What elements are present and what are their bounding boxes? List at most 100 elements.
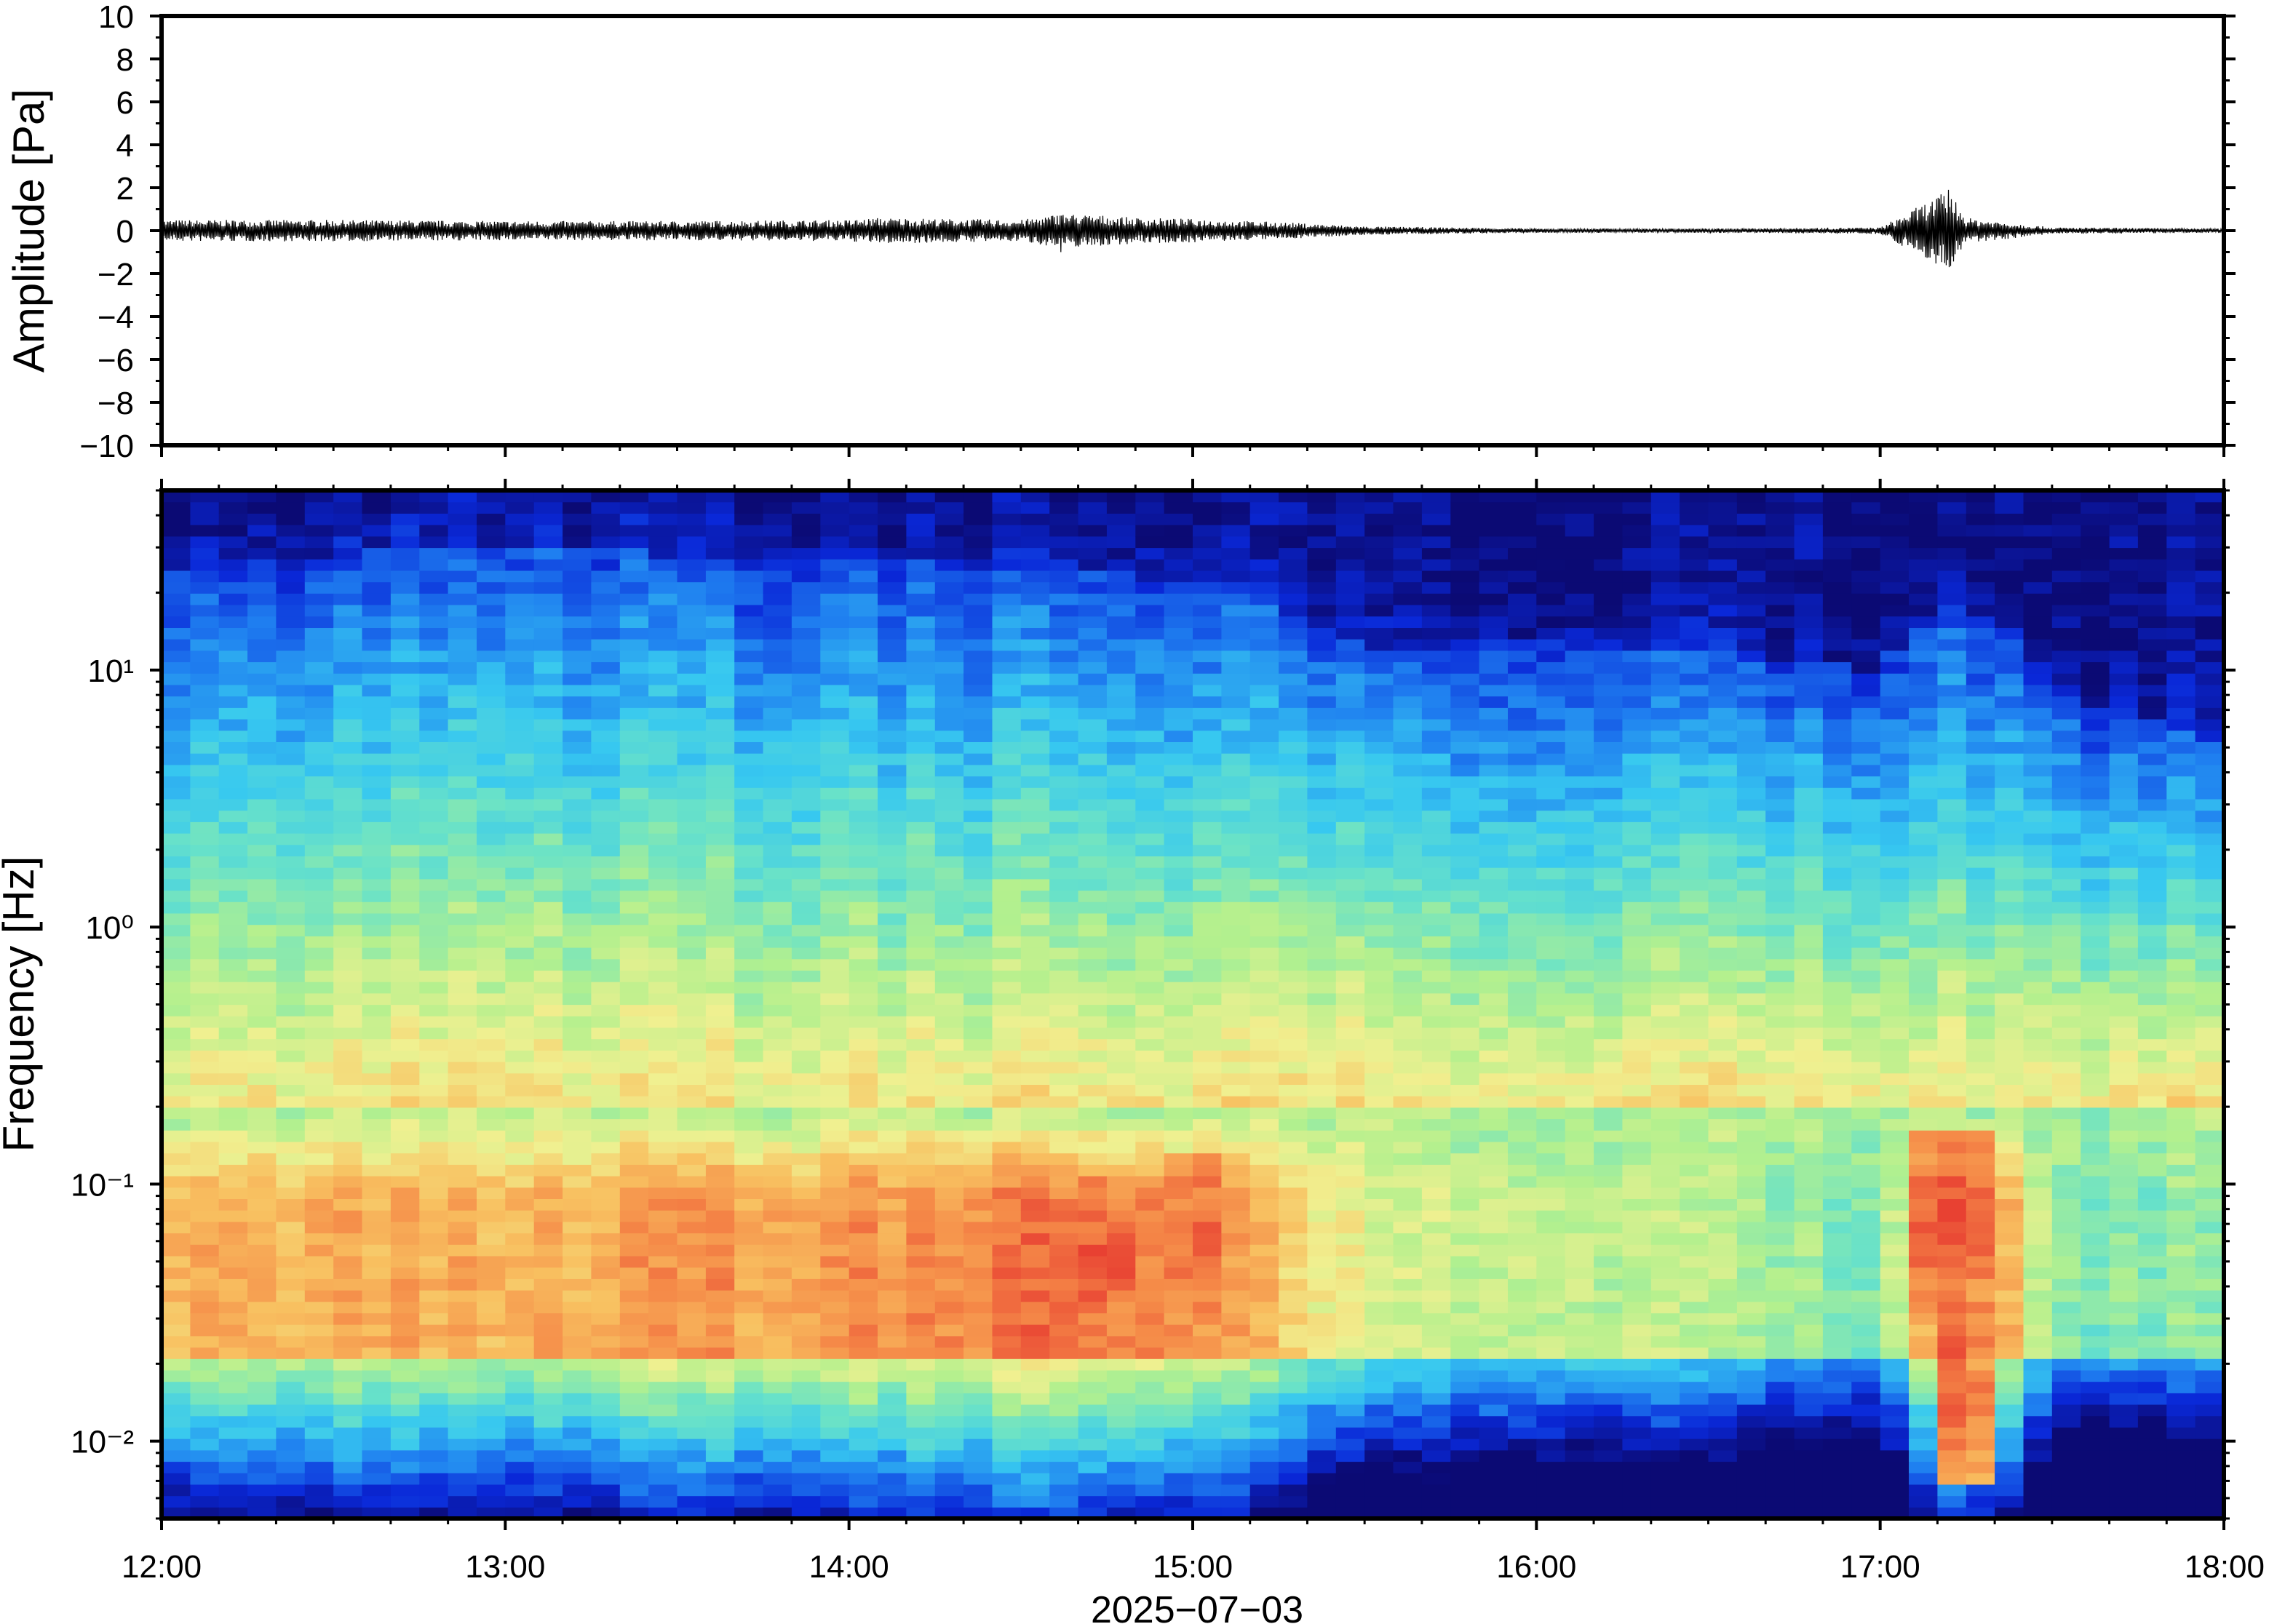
spectrogram-cell (1680, 1118, 1709, 1131)
spectrogram-cell (247, 833, 277, 845)
spectrogram-cell (1221, 684, 1251, 697)
spectrogram-cell (419, 1358, 449, 1371)
spectrogram-cell (763, 1153, 792, 1165)
spectrogram-cell (333, 1507, 363, 1518)
spectrogram-cell (1708, 1198, 1738, 1211)
spectrogram-cell (218, 1324, 248, 1337)
spectrogram-cell (705, 1313, 735, 1325)
spectrogram-cell (304, 764, 334, 777)
spectrogram-cell (190, 947, 220, 960)
spectrogram-cell (791, 787, 821, 800)
spectrogram-cell (619, 696, 649, 708)
spectrogram-cell (1078, 650, 1108, 663)
spectrogram-cell (791, 856, 821, 868)
spectrogram-cell (878, 1427, 907, 1439)
spectrogram-cell (1622, 776, 1652, 788)
spectrogram-cell (333, 890, 363, 902)
spectrogram-cell (1078, 924, 1108, 936)
spectrogram-cell (1594, 707, 1624, 720)
spectrogram-cell (1536, 856, 1566, 868)
spectrogram-cell (162, 1438, 191, 1451)
spectrogram-cell (1193, 650, 1222, 663)
spectrogram-cell (992, 1187, 1022, 1199)
spectrogram-cell (1164, 958, 1193, 971)
spectrogram-cell (1106, 856, 1136, 868)
spectrogram-cell (218, 970, 248, 982)
spectrogram-cell (878, 581, 907, 594)
spectrogram-cell (333, 1016, 363, 1028)
spectrogram-cell (276, 581, 306, 594)
spectrogram-cell (591, 924, 621, 936)
spectrogram-cell (1020, 1004, 1050, 1016)
spectrogram-cell (362, 1335, 392, 1348)
spectrogram-cell (1135, 856, 1165, 868)
spectrogram-cell (1307, 730, 1337, 742)
spectrogram-cell (333, 525, 363, 537)
spectrogram-cell (849, 1347, 878, 1359)
spectrogram-cell (276, 1290, 306, 1302)
spectrogram-cell (1680, 525, 1709, 537)
spectrogram-cell (705, 490, 735, 503)
spectrogram-cell (362, 810, 392, 822)
spectrogram-cell (1650, 856, 1680, 868)
spectrogram-cell (1508, 513, 1537, 525)
spectrogram-cell (820, 1107, 850, 1120)
spectrogram-cell (563, 1313, 592, 1325)
spectrogram-cell (648, 581, 678, 594)
spectrogram-cell (477, 821, 506, 834)
spectrogram-cell (619, 753, 649, 765)
spectrogram-cell (190, 1393, 220, 1405)
spectrogram-cell (648, 1130, 678, 1142)
spectrogram-cell (648, 605, 678, 617)
spectrogram-cell (276, 593, 306, 605)
spectrogram-cell (1393, 1301, 1423, 1313)
spectrogram-cell (1106, 1381, 1136, 1393)
spectrogram-cell (362, 992, 392, 1006)
spectrogram-cell (734, 1118, 764, 1131)
spectrogram-cell (1078, 1290, 1108, 1302)
spectrogram-cell (820, 1267, 850, 1279)
spectrogram-cell (419, 833, 449, 845)
spectrogram-cell (162, 1038, 191, 1051)
spectrogram-cell (648, 970, 678, 982)
spectrogram-cell (419, 1290, 449, 1302)
spectrogram-cell (648, 844, 678, 856)
spectrogram-cell (419, 559, 449, 571)
spectrogram-cell (1106, 707, 1136, 720)
spectrogram-cell (591, 1473, 621, 1485)
spectrogram-cell (677, 970, 707, 982)
spectrogram-cell (362, 719, 392, 731)
spectrogram-cell (563, 593, 592, 605)
spectrogram-cell (1364, 1290, 1394, 1302)
spectrogram-cell (963, 1324, 993, 1337)
spectrogram-cell (878, 912, 907, 926)
spectrogram-cell (1078, 1461, 1108, 1473)
spectrogram-cell (190, 1221, 220, 1234)
spectrogram-cell (820, 992, 850, 1006)
spectrogram-cell (1364, 856, 1394, 868)
spectrogram-cell (218, 605, 248, 617)
spectrogram-cell (419, 901, 449, 914)
spectrogram-cell (992, 1324, 1022, 1337)
spectrogram-cell (878, 901, 907, 914)
spectrogram-cell (1479, 1004, 1509, 1016)
spectrogram-cell (419, 719, 449, 731)
spectrogram-cell (1393, 1369, 1423, 1382)
spectrogram-cell (1708, 1176, 1738, 1188)
spectrogram-cell (1622, 639, 1652, 651)
spectrogram-cell (1650, 1507, 1680, 1518)
spectrogram-cell (934, 547, 964, 560)
spectrogram-cell (677, 1335, 707, 1348)
spectrogram-cell (820, 970, 850, 982)
spectrogram-cell (963, 1438, 993, 1451)
spectrogram-cell (1680, 1347, 1709, 1359)
spectrogram-cell (1164, 970, 1193, 982)
spectrogram-cell (1049, 1198, 1079, 1211)
spectrogram-cell (934, 639, 964, 651)
spectrogram-cell (1106, 1495, 1136, 1508)
spectrogram-cell (878, 1004, 907, 1016)
spectrogram-cell (477, 1449, 506, 1462)
spectrogram-cell (304, 1358, 334, 1371)
spectrogram-cell (677, 1324, 707, 1337)
spectrogram-cell (505, 719, 535, 731)
